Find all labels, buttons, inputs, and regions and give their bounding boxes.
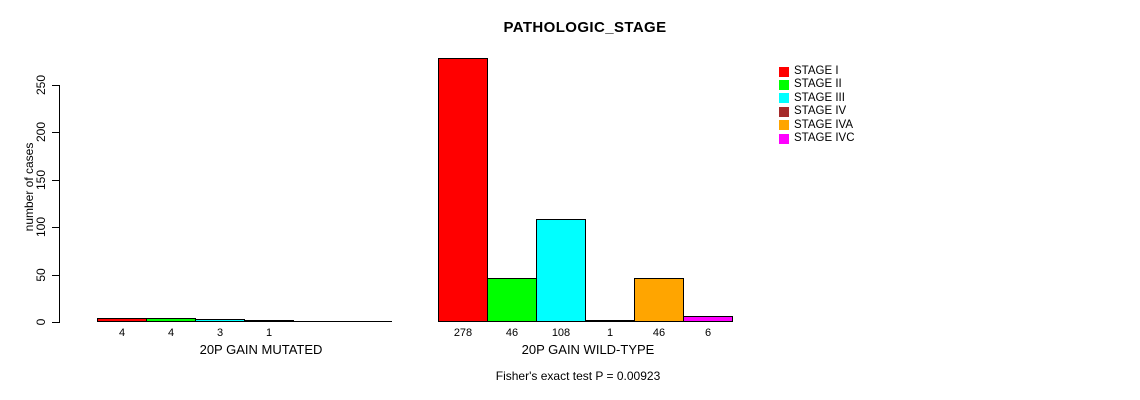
legend-item: STAGE IVA — [779, 118, 854, 131]
y-tick-label: 150 — [34, 169, 48, 191]
y-tick-label: 50 — [34, 268, 48, 282]
bar-stage-ivc — [683, 316, 733, 322]
annotation-text: Fisher's exact test P = 0.00923 — [495, 369, 661, 383]
legend-item: STAGE IV — [779, 105, 847, 118]
bar-stage-iv — [585, 320, 635, 322]
y-tick-mark — [52, 275, 59, 276]
bar-value-label: 4 — [167, 327, 175, 339]
legend-item-label: STAGE I — [794, 65, 839, 77]
bar-stage-iii — [195, 319, 245, 322]
y-tick-mark — [52, 322, 59, 323]
legend-color-swatch — [779, 93, 789, 104]
legend-item-label: STAGE IVC — [794, 132, 855, 144]
legend-color-swatch — [779, 66, 789, 77]
legend-item-label: STAGE IV — [794, 105, 847, 118]
bar-value-label: 278 — [453, 327, 473, 339]
legend-item-label: STAGE IVA — [794, 118, 854, 131]
legend-item-label: STAGE II — [794, 78, 842, 91]
bar-value-label: 108 — [551, 327, 571, 339]
y-tick-label: 0 — [34, 318, 48, 326]
bar-stage-iva — [634, 278, 684, 322]
group-label: 20P GAIN WILD-TYPE — [521, 342, 655, 357]
bar-stage-ii — [146, 318, 196, 322]
bar-value-label: 3 — [216, 327, 224, 339]
bar-stage-i — [438, 58, 488, 322]
legend-item: STAGE III — [779, 91, 845, 104]
legend-item: STAGE I — [779, 65, 839, 77]
bar-value-label: 1 — [265, 327, 273, 339]
y-tick-label: 250 — [34, 74, 48, 96]
y-tick-mark — [52, 227, 59, 228]
bar-value-label: 1 — [606, 327, 614, 339]
bar-value-label: 46 — [652, 327, 666, 339]
chart-title: PATHOLOGIC_STAGE — [503, 19, 667, 36]
legend-color-swatch — [779, 106, 789, 117]
bar-stage-iv — [244, 320, 294, 322]
bar-zero-line — [293, 321, 343, 322]
y-axis-line — [59, 85, 60, 323]
legend-item: STAGE II — [779, 79, 842, 90]
legend-item-label: STAGE III — [794, 91, 845, 104]
legend-color-swatch — [779, 120, 789, 131]
bar-value-label: 4 — [118, 327, 126, 339]
group-label: 20P GAIN MUTATED — [199, 342, 323, 357]
bar-stage-ii — [487, 278, 537, 322]
legend-color-swatch — [779, 133, 789, 144]
bar-stage-i — [97, 318, 147, 322]
y-tick-mark — [52, 132, 59, 133]
bar-stage-iii — [536, 219, 586, 322]
y-tick-mark — [52, 85, 59, 86]
bar-value-label: 6 — [704, 327, 712, 339]
legend-item: STAGE IVC — [779, 132, 855, 144]
y-tick-mark — [52, 180, 59, 181]
y-tick-label: 200 — [34, 121, 48, 143]
legend-color-swatch — [779, 79, 789, 90]
y-tick-label: 100 — [34, 216, 48, 238]
bar-value-label: 46 — [505, 327, 519, 339]
bar-zero-line — [342, 321, 392, 322]
